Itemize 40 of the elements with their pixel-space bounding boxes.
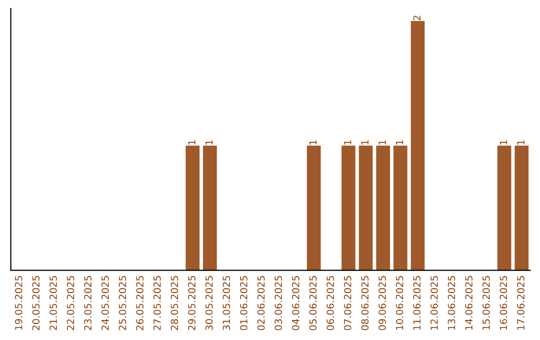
data-label: 1	[188, 140, 196, 145]
data-label: 1	[500, 140, 507, 145]
x-tick-label: 02.06.2025	[257, 276, 265, 330]
x-tick-label: 30.05.2025	[205, 276, 213, 330]
x-tick-label: 04.06.2025	[292, 276, 300, 330]
x-tick-label: 11.06.2025	[413, 276, 421, 330]
x-tick-label: 22.05.2025	[66, 276, 74, 330]
x-tick-label: 09.06.2025	[378, 276, 386, 330]
data-label: 1	[517, 140, 524, 145]
x-tick-label: 13.06.2025	[448, 276, 456, 330]
x-tick-label: 15.06.2025	[482, 276, 490, 330]
data-label: 1	[206, 140, 213, 145]
x-tick-label: 12.06.2025	[430, 276, 438, 330]
data-label: 1	[309, 140, 317, 145]
x-tick-label: 27.05.2025	[153, 276, 161, 330]
x-tick-label: 21.05.2025	[50, 276, 57, 330]
x-tick-label: 31.05.2025	[222, 276, 230, 330]
x-tick-label: 29.05.2025	[188, 276, 196, 330]
data-label: 2	[413, 16, 420, 20]
x-tick-label: 20.05.2025	[32, 276, 40, 330]
x-tick-label: 07.06.2025	[344, 276, 352, 330]
x-tick-label: 08.06.2025	[361, 276, 369, 330]
data-label: 1	[344, 140, 352, 145]
x-tick-label: 17.06.2025	[517, 276, 524, 330]
x-tick-label: 03.06.2025	[274, 276, 282, 330]
x-tick-label: 16.06.2025	[500, 276, 508, 330]
data-label: 1	[361, 140, 368, 145]
x-tick-label: 10.06.2025	[396, 276, 404, 330]
x-tick-label: 24.05.2025	[102, 276, 109, 330]
x-tick-label: 28.05.2025	[170, 276, 178, 330]
x-tick-label: 19.05.2025	[14, 276, 22, 330]
x-tick-label: 05.06.2025	[309, 276, 317, 330]
x-tick-label: 06.06.2025	[326, 276, 334, 330]
x-tick-label: 26.05.2025	[136, 276, 144, 330]
x-tick-label: 14.06.2025	[465, 276, 472, 330]
x-tick-label: 01.06.2025	[240, 276, 248, 330]
x-tick-label: 25.05.2025	[118, 276, 126, 330]
data-label: 1	[378, 140, 386, 145]
data-label: 1	[396, 140, 404, 145]
x-tick-label: 23.05.2025	[84, 276, 92, 330]
